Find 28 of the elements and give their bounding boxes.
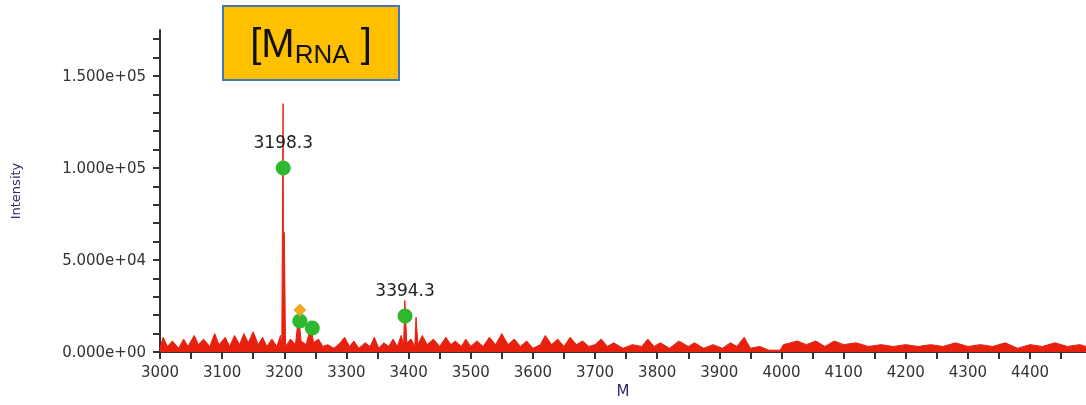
y-tick-label: 1.500e+05 [62,67,146,85]
point [275,160,291,176]
y-tick-label: 1.000e+05 [62,159,146,177]
annotation: [M$_{RNA}$ ] [222,5,400,81]
x-tick-label: 3200 [265,362,304,381]
x-tick-label: 3000 [140,362,180,381]
x-tick-label: 3100 [203,362,242,381]
x-tick-label: 4200 [886,362,925,381]
point [304,320,320,336]
point [293,303,307,317]
x-tick-label: 3800 [638,362,677,381]
point [292,313,308,329]
x-axis-title: M [616,382,630,401]
x-tick-label: 3900 [700,362,739,381]
x-tick-label: 4000 [762,362,801,381]
x-tick-label: 4400 [1010,362,1050,381]
x-tick-label: 4300 [948,362,988,381]
y-tick-label: 5.000e+04 [62,251,146,269]
annotation: 3394.3 [375,280,435,301]
x-tick-label: 3400 [389,362,428,381]
x-tick-label: 3600 [513,362,552,381]
x-tick-label: 3500 [451,362,490,381]
y-axis-title: Intensity [8,162,23,220]
x-tick-label: 4100 [824,362,863,381]
point [397,308,413,324]
x-tick-label: 3700 [575,362,615,381]
x-tick-label: 3300 [327,362,366,381]
y-tick-label: 0.000e+00 [62,343,146,361]
